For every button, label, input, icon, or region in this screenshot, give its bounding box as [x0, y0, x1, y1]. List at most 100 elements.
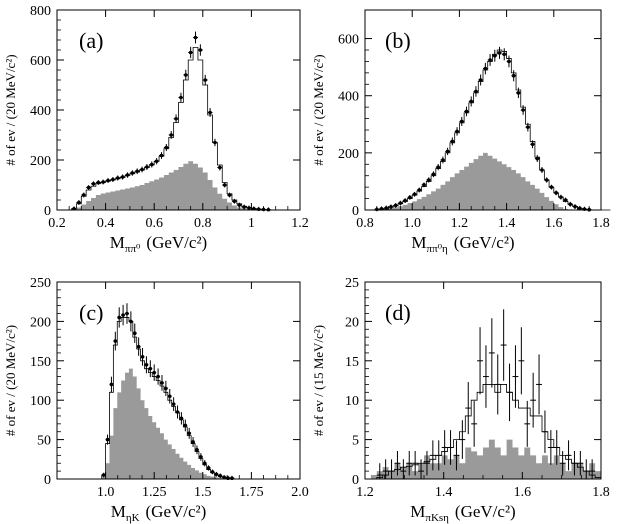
data-point [140, 167, 144, 172]
x-tick-label: 1.2 [356, 485, 374, 500]
data-point [544, 431, 546, 433]
data-point [562, 462, 564, 464]
y-tick-label: 200 [30, 315, 51, 330]
line-histogram [374, 49, 611, 211]
y-tick-label: 0 [352, 204, 359, 219]
data-point [426, 462, 428, 464]
data-point [174, 116, 178, 121]
x-tick-label: 1.4 [498, 216, 516, 231]
x-axis-label-sub: ππ⁰ [125, 243, 141, 255]
x-tick-label: 2.0 [291, 485, 309, 500]
x-axis-label-main: M [111, 502, 126, 521]
data-point [149, 162, 154, 167]
data-point [488, 58, 492, 62]
x-axis-label-unit: (GeV/c²) [454, 233, 515, 252]
y-tick-label: 800 [30, 4, 51, 19]
data-point [187, 431, 191, 436]
data-point [160, 381, 164, 385]
data-point [115, 176, 120, 180]
data-point [502, 52, 507, 57]
data-point [145, 165, 149, 169]
panel-label: (c) [79, 300, 103, 325]
x-tick-label: 0.8 [194, 216, 212, 231]
data-point [445, 149, 450, 154]
data-point [455, 454, 458, 456]
data-point [573, 462, 576, 464]
data-point [412, 192, 417, 197]
y-tick-label: 50 [37, 434, 51, 449]
data-point [441, 158, 445, 162]
data-point [473, 423, 475, 425]
x-tick-label: 0.4 [97, 216, 115, 231]
data-point [199, 455, 203, 459]
data-point [96, 180, 101, 185]
data-point [530, 142, 535, 147]
data-point [210, 470, 215, 474]
y-axis-label: # of ev / (20 MeV/c²) [311, 54, 326, 165]
x-axis-label-main: M [110, 233, 125, 252]
data-point [144, 362, 149, 367]
data-point [503, 344, 505, 346]
x-tick-label: 1.5 [194, 485, 212, 500]
data-points [376, 309, 596, 479]
data-point [109, 382, 114, 387]
data-point [101, 180, 105, 184]
data-point [398, 201, 403, 205]
x-axis-label-main: M [411, 233, 426, 252]
data-point [485, 375, 487, 378]
data-point [538, 383, 540, 386]
y-tick-label: 600 [338, 33, 359, 48]
data-point [535, 156, 540, 161]
data-point [577, 206, 582, 211]
panel-b: 0.8 1.0 1.2 1.4 1.6 1.8 0 200 400 600 (b) # of ev /… [311, 9, 611, 255]
data-point [579, 462, 581, 464]
y-tick-label: 200 [30, 154, 51, 169]
y-tick-label: 15 [345, 355, 359, 370]
data-point [113, 339, 118, 343]
panel-label: (a) [79, 28, 103, 53]
y-tick-label: 0 [352, 473, 359, 488]
data-point [559, 195, 563, 199]
y-tick-label: 25 [345, 276, 359, 291]
data-point [202, 461, 207, 466]
data-point [393, 203, 398, 208]
data-point [464, 109, 469, 114]
data-point [198, 48, 203, 52]
data-points [374, 46, 592, 212]
data-point [497, 383, 499, 386]
data-point [193, 35, 198, 40]
data-point [111, 177, 115, 182]
data-point [167, 394, 172, 399]
data-point [384, 206, 389, 210]
data-point [140, 355, 145, 359]
y-tick-label: 200 [338, 147, 359, 162]
data-point [479, 360, 481, 362]
data-point [117, 315, 122, 320]
data-point [379, 474, 381, 476]
data-point [218, 165, 222, 170]
data-point [478, 78, 483, 82]
data-point [130, 171, 135, 175]
y-tick-label: 100 [30, 394, 51, 409]
data-point [511, 73, 516, 78]
x-tick-label: 0.2 [48, 216, 66, 231]
data-point [206, 466, 211, 470]
data-point [242, 205, 246, 209]
data-point [526, 125, 530, 129]
x-axis-label: MηK (GeV/c²) [111, 502, 207, 524]
data-point [164, 145, 169, 150]
data-point [222, 183, 227, 187]
data-point [222, 475, 226, 480]
data-point [191, 440, 195, 444]
data-point [77, 200, 81, 205]
data-point [169, 133, 174, 137]
data-point [544, 178, 549, 182]
data-point [385, 470, 387, 472]
panel-d: 1.2 1.4 1.6 1.8 0 5 10 15 20 25 (d) # of ev / (15 M… [311, 276, 610, 524]
data-point [408, 462, 410, 464]
y-tick-label: 5 [352, 434, 359, 449]
x-tick-label: 0.6 [145, 216, 163, 231]
x-axis-label: MπKsη (GeV/c²) [410, 502, 515, 524]
data-point [154, 159, 159, 164]
